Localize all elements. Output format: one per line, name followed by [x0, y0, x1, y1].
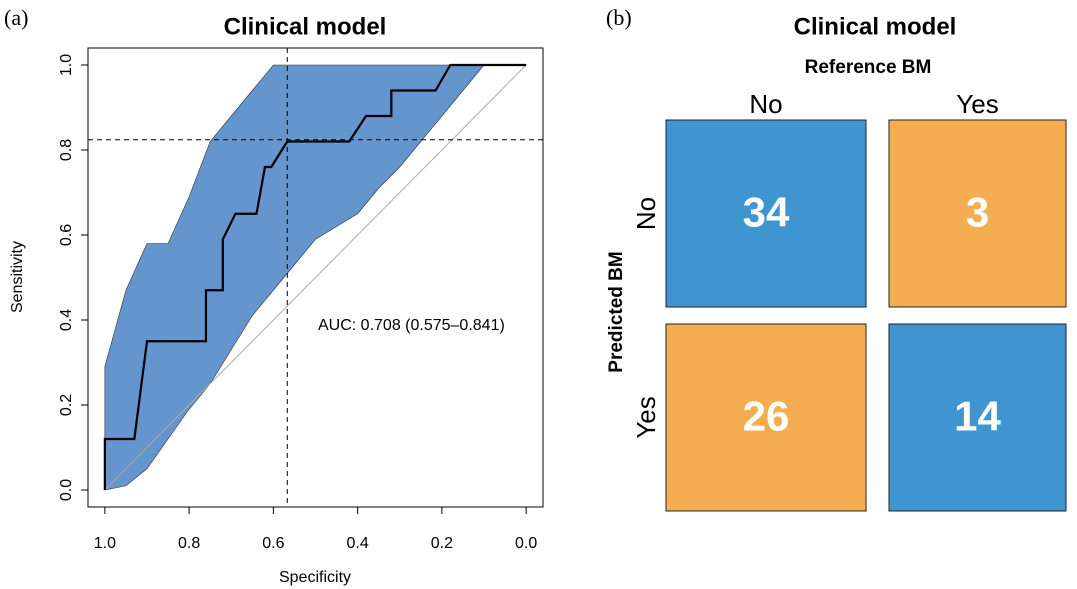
cell — [665, 323, 867, 512]
cell — [888, 323, 1067, 512]
panel-label: (b) — [606, 5, 632, 30]
y-axis-label: Predicted BM — [606, 251, 627, 372]
x-tick-label: 0.6 — [262, 535, 284, 552]
cell-label: 34 — [743, 189, 790, 236]
y-tick-label: 0.6 — [58, 224, 75, 246]
y-tick-label: 0.2 — [58, 394, 75, 416]
roc-curve — [103, 63, 527, 490]
y-axis-label: Sensitivity — [9, 241, 26, 313]
reference-line — [104, 64, 527, 491]
x-axis-label: Reference BM — [805, 57, 932, 78]
column-label: No — [749, 89, 782, 119]
y-tick-label: 1.0 — [58, 54, 75, 76]
row-label: No — [631, 197, 661, 230]
x-tick-label: 0.8 — [178, 535, 200, 552]
cell — [888, 119, 1067, 308]
y-tick-label: 0.0 — [58, 479, 75, 501]
y-tick-label: 0.4 — [58, 309, 75, 331]
cell-label: 3 — [966, 189, 989, 236]
cell — [665, 119, 867, 308]
x-tick-label: 0.4 — [347, 535, 369, 552]
chart-title: Clinical model — [794, 13, 957, 40]
chart-title: Clinical model — [224, 13, 387, 40]
row-label: Yes — [631, 396, 661, 438]
annotation: AUC: 0.708 (0.575–0.841) — [318, 317, 505, 334]
panel-label: (a) — [4, 5, 28, 30]
x-tick-label: 1.0 — [94, 535, 116, 552]
x-tick-label: 0.0 — [515, 535, 537, 552]
column-label: Yes — [956, 89, 998, 119]
plot-frame — [87, 47, 544, 508]
x-tick-label: 0.2 — [431, 535, 453, 552]
cell-label: 26 — [743, 393, 790, 440]
y-tick-label: 0.8 — [58, 139, 75, 161]
cell-label: 14 — [954, 393, 1001, 440]
x-axis-label: Specificity — [279, 569, 351, 586]
